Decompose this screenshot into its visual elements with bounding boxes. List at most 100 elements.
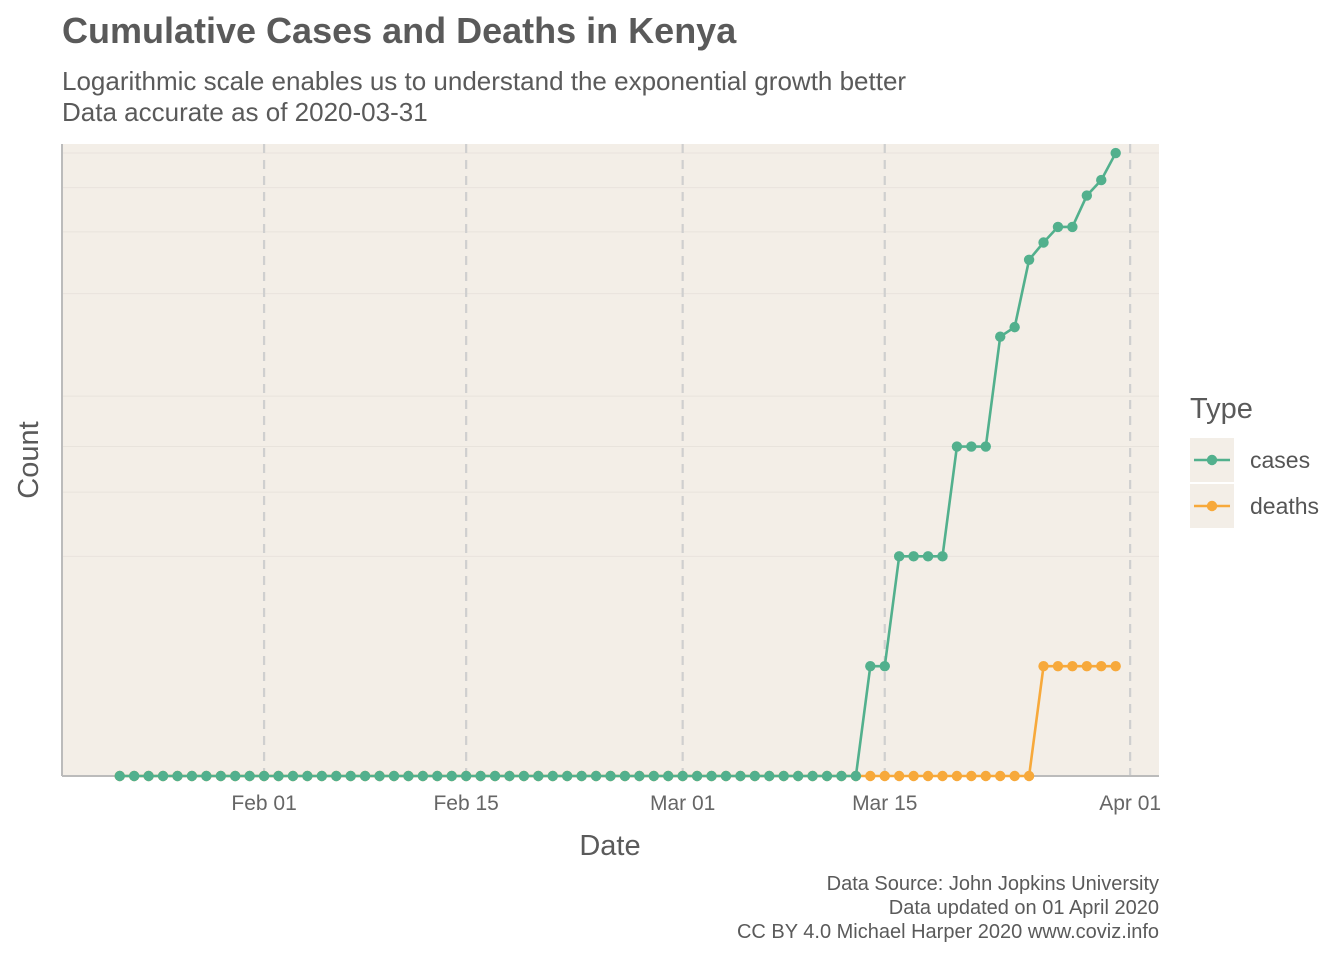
point-deaths-61	[995, 770, 1006, 782]
point-cases-20	[403, 770, 414, 782]
point-cases-28	[518, 770, 530, 782]
point-cases-68	[1096, 174, 1107, 186]
point-cases-52	[865, 660, 876, 672]
point-cases-53	[879, 660, 890, 672]
point-cases-26	[489, 770, 501, 782]
caption-source: Data Source: John Jopkins University	[826, 873, 1159, 895]
point-deaths-59	[966, 770, 977, 782]
point-cases-15	[331, 770, 342, 782]
point-cases-12	[287, 770, 299, 782]
point-deaths-68	[1096, 660, 1107, 672]
point-deaths-56	[922, 770, 934, 782]
legend-label-cases: cases	[1250, 447, 1310, 473]
point-cases-60	[980, 441, 991, 452]
point-cases-21	[417, 770, 429, 782]
point-cases-41	[706, 770, 717, 782]
x-axis-title: Date	[579, 830, 640, 862]
point-cases-45	[764, 770, 775, 782]
point-cases-33	[590, 770, 602, 782]
point-cases-48	[807, 770, 818, 782]
point-deaths-65	[1052, 660, 1064, 672]
point-cases-13	[302, 770, 313, 782]
point-deaths-53	[879, 770, 890, 782]
point-cases-37	[648, 770, 659, 782]
point-cases-64	[1038, 237, 1049, 248]
point-cases-35	[619, 770, 631, 782]
point-deaths-58	[951, 770, 963, 782]
point-cases-46	[778, 770, 789, 782]
point-deaths-60	[980, 770, 991, 782]
point-deaths-63	[1023, 770, 1035, 782]
caption-updated: Data updated on 01 April 2020	[888, 897, 1159, 919]
point-cases-59	[966, 441, 977, 452]
point-cases-2	[143, 770, 154, 782]
point-cases-42	[720, 770, 732, 782]
series-line-cases	[119, 152, 1117, 778]
point-deaths-62	[1009, 770, 1020, 782]
point-cases-22	[432, 770, 443, 782]
subtitle-line-1: Logarithmic scale enables us to understa…	[62, 66, 907, 96]
point-cases-67	[1081, 190, 1093, 201]
point-cases-7	[215, 770, 226, 782]
point-deaths-57	[937, 770, 948, 782]
horizontal-gridlines	[62, 152, 1159, 557]
point-cases-19	[388, 770, 400, 782]
point-cases-62	[1009, 321, 1020, 333]
point-cases-66	[1067, 221, 1078, 233]
point-deaths-64	[1038, 660, 1049, 672]
caption-license: CC BY 4.0 Michael Harper 2020 www.coviz.…	[736, 921, 1159, 943]
series-layer	[114, 147, 1121, 782]
y-axis-title: Count	[13, 421, 45, 498]
point-deaths-55	[908, 770, 919, 782]
point-cases-6	[201, 770, 212, 782]
point-cases-43	[735, 770, 746, 782]
point-cases-3	[157, 770, 169, 782]
point-cases-10	[258, 770, 270, 782]
point-cases-63	[1023, 254, 1035, 265]
chart-subtitle: Logarithmic scale enables us to understa…	[62, 66, 906, 128]
caption: Data Source: John Jopkins University Dat…	[737, 872, 1159, 944]
point-cases-30	[547, 770, 558, 782]
legend-items: cases deaths	[1190, 438, 1319, 528]
point-cases-47	[792, 770, 804, 782]
x-tick-label-2: Feb 15	[433, 792, 498, 815]
x-tick-label-5: Apr 01	[1099, 792, 1161, 815]
point-cases-61	[995, 331, 1006, 342]
point-cases-5	[186, 770, 198, 782]
point-cases-38	[663, 770, 674, 782]
point-cases-69	[1110, 147, 1121, 159]
point-cases-57	[937, 551, 948, 562]
point-cases-14	[316, 770, 328, 782]
point-cases-51	[850, 770, 862, 782]
point-cases-32	[576, 770, 587, 782]
point-cases-25	[475, 770, 486, 782]
point-cases-55	[908, 551, 919, 562]
point-cases-4	[172, 770, 183, 782]
point-deaths-54	[893, 770, 905, 782]
point-cases-39	[677, 770, 688, 782]
point-cases-50	[836, 770, 847, 782]
legend-label-deaths: deaths	[1250, 493, 1319, 519]
chart-title: Cumulative Cases and Deaths in Kenya	[62, 10, 737, 51]
point-cases-16	[345, 770, 356, 782]
legend: Type cases deaths	[1190, 393, 1319, 528]
point-cases-0	[114, 770, 125, 782]
point-cases-36	[634, 770, 645, 782]
point-cases-40	[691, 770, 703, 782]
point-cases-1	[128, 770, 140, 782]
point-deaths-69	[1110, 660, 1121, 672]
point-cases-11	[273, 770, 284, 782]
point-cases-34	[605, 770, 616, 782]
x-tick-labels: Feb 01 Feb 15 Mar 01 Mar 15 Apr 01	[231, 792, 1161, 815]
point-cases-17	[359, 770, 371, 782]
series-cases	[114, 147, 1121, 782]
x-tick-label-1: Feb 01	[231, 792, 296, 815]
point-cases-18	[374, 770, 385, 782]
subtitle-line-2: Data accurate as of 2020-03-31	[62, 97, 428, 127]
legend-key-point-deaths	[1206, 500, 1218, 512]
point-cases-65	[1052, 221, 1064, 233]
point-cases-58	[951, 441, 963, 452]
point-cases-23	[446, 770, 457, 782]
point-deaths-67	[1081, 660, 1093, 672]
